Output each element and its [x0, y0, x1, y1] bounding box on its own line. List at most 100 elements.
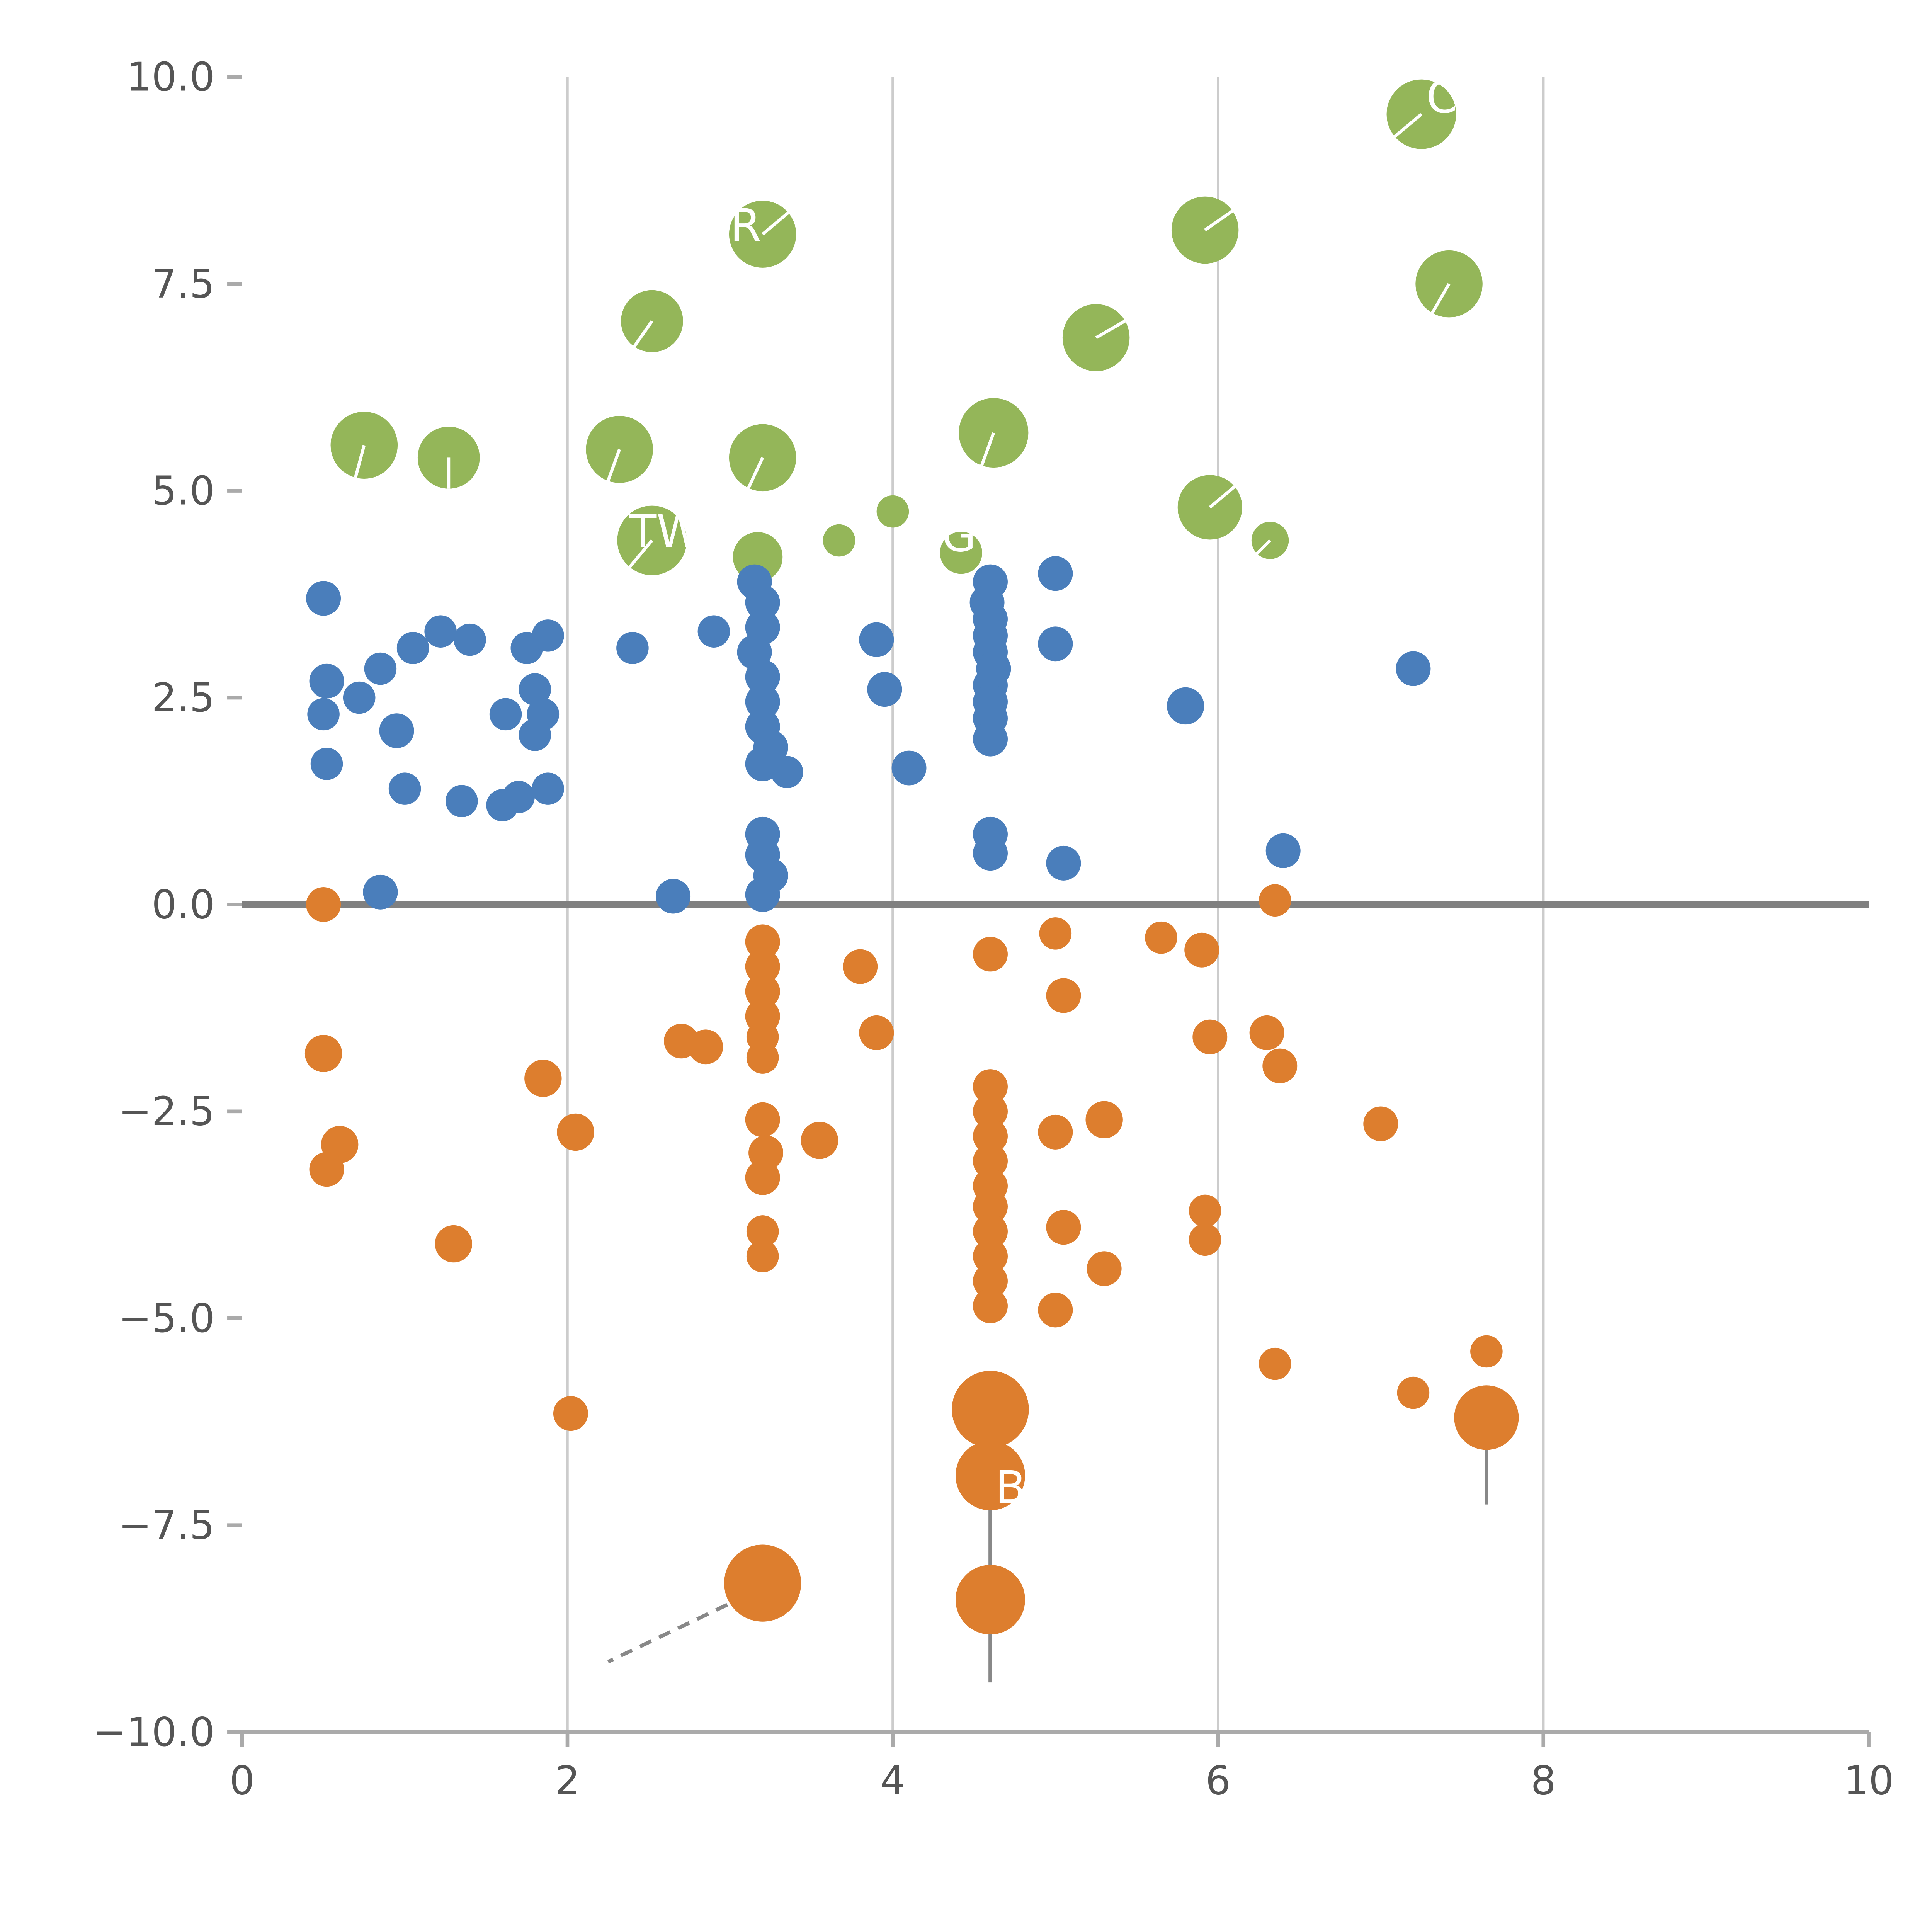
blue-dot-point — [867, 672, 902, 707]
blue-dot-point — [532, 619, 564, 652]
bubble-label-tick — [747, 457, 764, 489]
orange-dot-point — [973, 1288, 1008, 1323]
orange-dot-point — [973, 1264, 1008, 1299]
orange-dot-point — [745, 974, 780, 1009]
orange-dot-point — [1184, 932, 1219, 968]
bubble-label-tick — [606, 449, 621, 481]
bubble-label-tick — [1431, 283, 1451, 314]
annotation-leader-line — [607, 1594, 747, 1663]
orange-dot-point — [724, 1544, 801, 1622]
y-tick-label: 10.0 — [126, 54, 215, 100]
blue-dot-point — [1265, 833, 1301, 868]
bubble-label: G-a — [942, 510, 1020, 562]
orange-dot-point — [1038, 1114, 1073, 1150]
orange-dot-point — [1046, 978, 1081, 1013]
blue-dot-point — [656, 879, 691, 914]
orange-dot-point — [973, 1143, 1008, 1179]
orange-dot-point — [1189, 1194, 1221, 1227]
y-tick-label: −7.5 — [118, 1503, 215, 1549]
bubble-label-tick — [1393, 113, 1423, 138]
blue-dot-point — [891, 750, 927, 786]
orange-dot-point — [859, 1015, 894, 1050]
bubble-label-tick — [1209, 485, 1236, 509]
orange-dot-point — [973, 937, 1008, 972]
y-tick-label: −10.0 — [93, 1709, 215, 1755]
blue-dot-point — [446, 785, 478, 817]
x-tick-label: 4 — [880, 1758, 905, 1804]
y-tick-label: 7.5 — [151, 261, 215, 307]
y-tick-label: −5.0 — [118, 1296, 215, 1342]
orange-dot-point — [746, 1041, 779, 1074]
bubble-label-tick — [1256, 539, 1271, 555]
orange-dot-point — [745, 924, 780, 959]
orange-dot-point — [801, 1122, 838, 1159]
blue-dot-point — [1038, 626, 1073, 662]
orange-dot-point — [1262, 1048, 1298, 1083]
green-bubble-point — [940, 532, 982, 574]
orange-dot-point — [973, 1239, 1008, 1274]
orange-dot-point — [745, 949, 780, 984]
bubble-label-tick — [762, 211, 789, 236]
orange-dot-point — [1259, 884, 1291, 917]
blue-dot-point — [745, 684, 780, 719]
orange-dot-point — [557, 1113, 594, 1151]
orange-dot-point — [1046, 1210, 1081, 1245]
orange-dot-point — [956, 1440, 1025, 1510]
blue-dot-point — [309, 663, 344, 699]
blue-dot-point — [364, 652, 397, 685]
orange-dot-point — [956, 1565, 1025, 1634]
blue-dot-point — [532, 772, 564, 805]
blue-dot-point — [973, 721, 1008, 757]
blue-dot-point — [745, 659, 780, 694]
y-tick-label: 2.5 — [151, 675, 215, 721]
blue-dot-point — [1046, 845, 1081, 881]
x-tick-label: 10 — [1844, 1758, 1894, 1804]
orange-dot-point — [973, 1094, 1008, 1129]
orange-dot-point — [1259, 1347, 1291, 1380]
bubble-label-tick — [354, 445, 366, 478]
blue-dot-point — [489, 698, 522, 731]
blue-dot-point — [697, 615, 730, 648]
bubble-label-tick — [1095, 320, 1126, 339]
orange-dot-point — [746, 1240, 779, 1272]
blue-dot-point — [1167, 687, 1204, 725]
orange-dot-point — [1085, 1101, 1123, 1138]
bubble-label: C — [1426, 71, 1458, 123]
orange-dot-point — [1192, 1019, 1228, 1054]
x-tick-label: 0 — [230, 1758, 255, 1804]
orange-dot-point — [524, 1060, 562, 1097]
orange-dot-point — [952, 1371, 1029, 1448]
green-bubble-point — [729, 424, 796, 492]
bubble-label-tick — [628, 539, 653, 568]
blue-dot-point — [745, 877, 780, 912]
orange-dot-point — [973, 1119, 1008, 1154]
green-bubble-point — [586, 416, 653, 483]
orange-dot-point — [1454, 1385, 1519, 1450]
green-bubble-point — [876, 495, 909, 528]
blue-dot-point — [519, 673, 551, 706]
x-tick-label: 2 — [555, 1758, 580, 1804]
blue-dot-point — [1396, 651, 1431, 686]
blue-dot-point — [1038, 556, 1073, 591]
orange-dot-point — [309, 1152, 344, 1187]
orange-dot-point — [1470, 1335, 1503, 1368]
orange-dot-point — [553, 1396, 588, 1431]
blue-dot-point — [859, 622, 894, 657]
y-tick-label: 5.0 — [151, 468, 215, 514]
orange-dot-point — [746, 1215, 779, 1248]
orange-dot-point — [306, 887, 341, 922]
blue-dot-point — [388, 772, 421, 805]
orange-dot-point — [1087, 1251, 1122, 1286]
y-tick-label: 0.0 — [151, 882, 215, 928]
orange-dot-point — [973, 1214, 1008, 1249]
blue-dot-point — [306, 581, 341, 616]
x-tick-label: 8 — [1531, 1758, 1556, 1804]
blue-dot-point — [454, 623, 486, 656]
blue-dot-point — [363, 874, 398, 910]
bubble-label-tick — [1204, 209, 1234, 231]
blue-dot-point — [616, 632, 649, 664]
orange-dot-point — [1363, 1106, 1398, 1141]
blue-dot-point — [502, 781, 535, 813]
